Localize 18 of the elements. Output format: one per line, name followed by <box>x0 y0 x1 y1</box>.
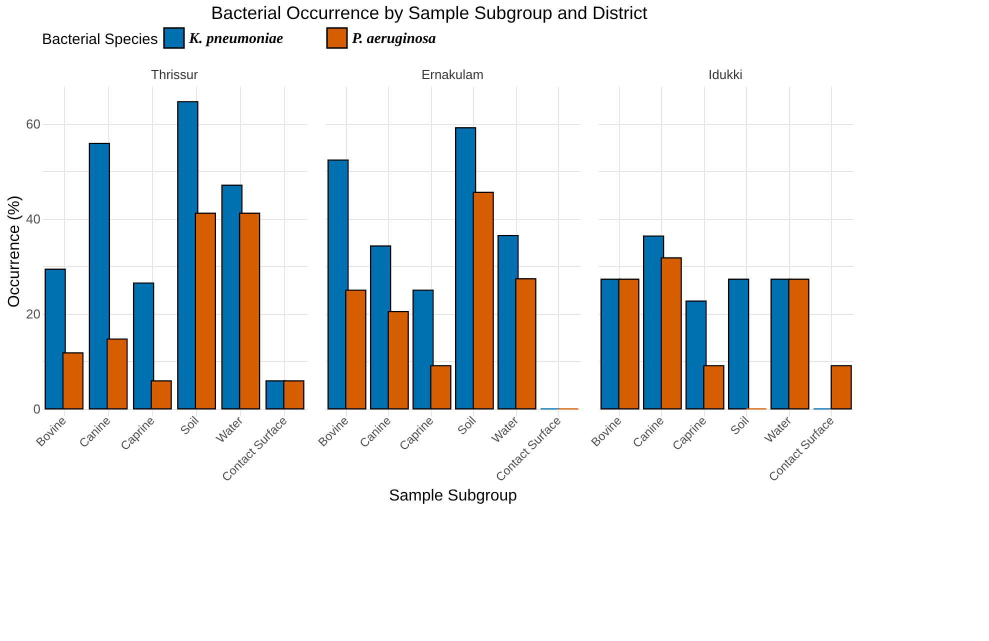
y-tick-label: 60 <box>26 116 40 132</box>
bar <box>728 278 750 410</box>
x-tick-label: Soil <box>177 414 202 438</box>
text: Bacterial Occurrence by Sample Subgroup and District <box>211 3 648 23</box>
y-tick-label: 40 <box>26 211 40 226</box>
y-tick-label: 20 <box>26 306 40 322</box>
chart-subtitle: Thrissur <box>151 67 199 82</box>
chart-subtitle: Idukki <box>708 67 743 82</box>
y-axis-title: Occurrence (%) <box>6 195 24 308</box>
bar <box>830 365 852 410</box>
legend-label: P. aeruginosa <box>352 31 436 47</box>
x-tick-label: Soil <box>454 414 479 438</box>
legend-title: Bacterial Species <box>42 31 158 48</box>
chart-subtitle: Ernakulam <box>421 67 484 82</box>
legend-label: K. pneumoniae <box>188 31 284 47</box>
x-tick-label: Soil <box>728 414 752 438</box>
y-tick-label: 0 <box>33 401 40 416</box>
x-axis-title: Sample Subgroup <box>388 488 518 505</box>
